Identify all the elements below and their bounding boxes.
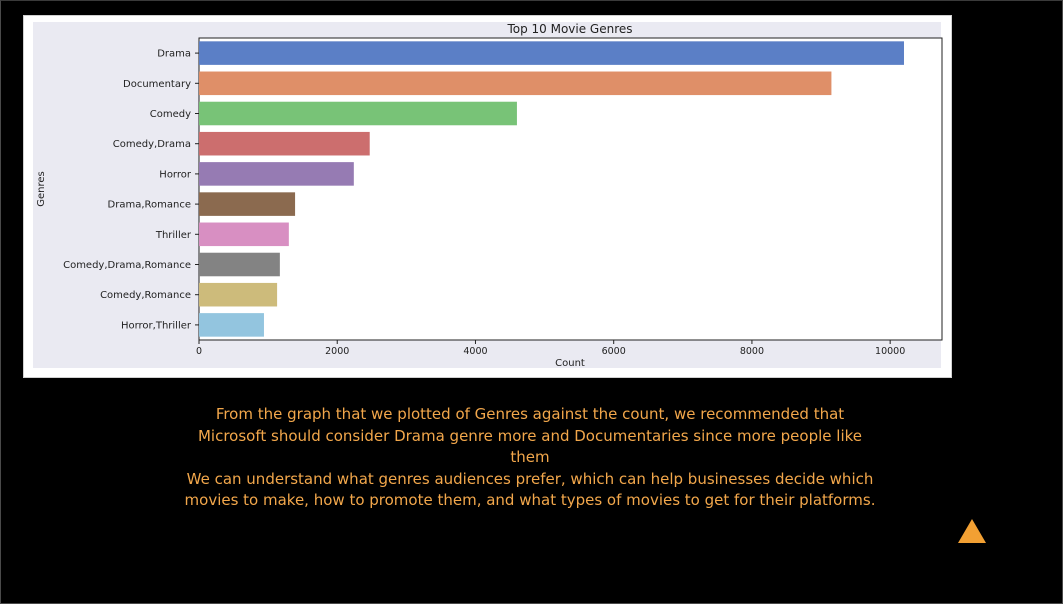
y-tick-label: Documentary bbox=[123, 79, 191, 90]
y-axis-label: Genres bbox=[36, 171, 47, 207]
bars-group bbox=[199, 41, 904, 337]
y-tick-label: Comedy bbox=[150, 109, 191, 120]
x-tick-label: 10000 bbox=[875, 346, 905, 357]
y-tick-label: Horror bbox=[159, 169, 192, 180]
x-ticks-group: 0 2000 4000 6000 8000 10000 bbox=[196, 340, 905, 357]
bar-horror-thriller bbox=[199, 313, 264, 337]
x-tick-label: 6000 bbox=[602, 346, 626, 357]
y-tick-label: Drama bbox=[157, 49, 191, 60]
y-tick-label: Horror,Thriller bbox=[121, 320, 192, 331]
bar-thriller bbox=[199, 222, 289, 247]
bar-drama-romance bbox=[199, 192, 296, 216]
x-tick-label: 8000 bbox=[740, 346, 764, 357]
chart-container: Top 10 Movie Genres Count Genres Drama Do… bbox=[23, 15, 952, 378]
x-tick-label: 2000 bbox=[325, 346, 349, 357]
bar-comedy bbox=[199, 101, 517, 126]
x-tick-label: 4000 bbox=[463, 346, 487, 357]
bar-documentary bbox=[199, 71, 832, 96]
chart-title: Top 10 Movie Genres bbox=[506, 22, 632, 36]
y-tick-label: Comedy,Drama bbox=[113, 139, 191, 150]
insight-caption: From the graph that we plotted of Genres… bbox=[180, 404, 880, 512]
bar-comedy-drama-romance bbox=[199, 252, 280, 277]
y-tick-label: Drama,Romance bbox=[108, 200, 191, 211]
triangle-up-icon bbox=[958, 519, 986, 543]
y-tick-label: Comedy,Romance bbox=[100, 290, 191, 301]
y-ticks-group: Drama Documentary Comedy Comedy,Drama Horror… bbox=[63, 49, 199, 331]
bar-horror bbox=[199, 162, 354, 186]
bar-drama bbox=[199, 41, 904, 65]
caption-paragraph-1: From the graph that we plotted of Genres… bbox=[197, 405, 862, 466]
y-tick-label: Thriller bbox=[155, 230, 192, 241]
bar-comedy-romance bbox=[199, 282, 278, 307]
bar-comedy-drama bbox=[199, 131, 370, 156]
scroll-to-top-button[interactable] bbox=[958, 519, 986, 543]
caption-paragraph-2: We can understand what genres audiences … bbox=[184, 469, 876, 510]
x-axis-label: Count bbox=[555, 358, 585, 369]
bar-chart: Top 10 Movie Genres Count Genres Drama Do… bbox=[33, 22, 943, 369]
x-tick-label: 0 bbox=[196, 346, 202, 357]
y-tick-label: Comedy,Drama,Romance bbox=[63, 260, 191, 271]
